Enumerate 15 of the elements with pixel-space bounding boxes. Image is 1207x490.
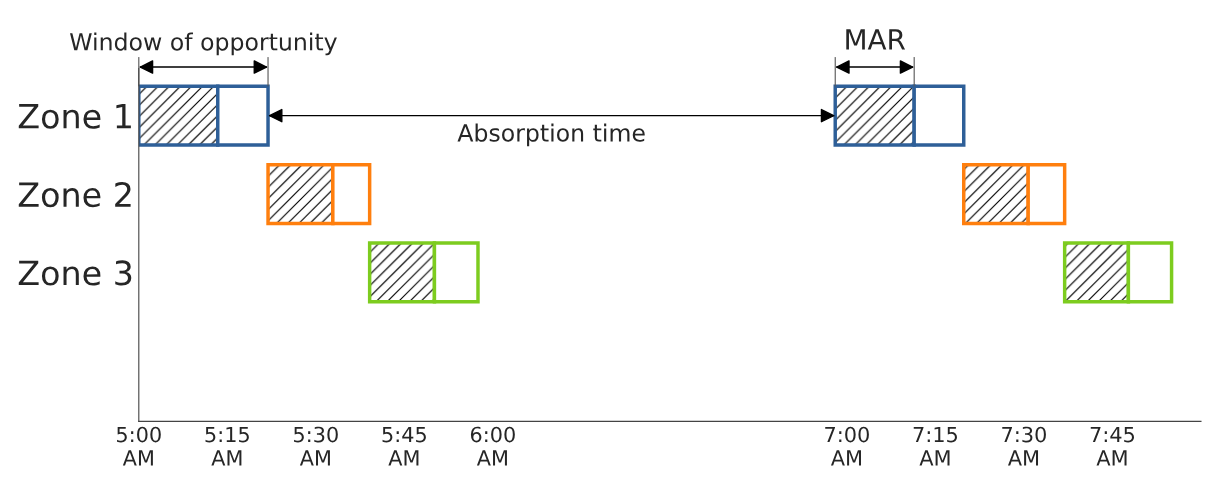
x-tick-label: 7:00 AM — [825, 426, 869, 466]
y-tick-label: Zone 1 — [18, 104, 131, 129]
x-tick-label: 6:00 AM — [470, 426, 515, 466]
text: Window of opportunity — [70, 32, 337, 56]
x-tick-label: 7:15 AM — [913, 426, 957, 466]
x-tick-label: 5:00 AM — [117, 426, 161, 466]
x-tick-label: 5:30 AM — [294, 426, 338, 466]
x-tick-label: 5:45 AM — [382, 426, 426, 466]
y-tick-label: Zone 2 — [18, 181, 131, 208]
y-tick-label: Zone 3 — [18, 260, 132, 286]
x-tick-label: 5:15 AM — [205, 426, 249, 466]
x-tick-label: 7:30 AM — [1002, 426, 1046, 466]
text: MAR — [846, 29, 906, 50]
annotation: Absorption time — [457, 123, 645, 147]
x-tick-label: 7:45 AM — [1090, 426, 1135, 466]
